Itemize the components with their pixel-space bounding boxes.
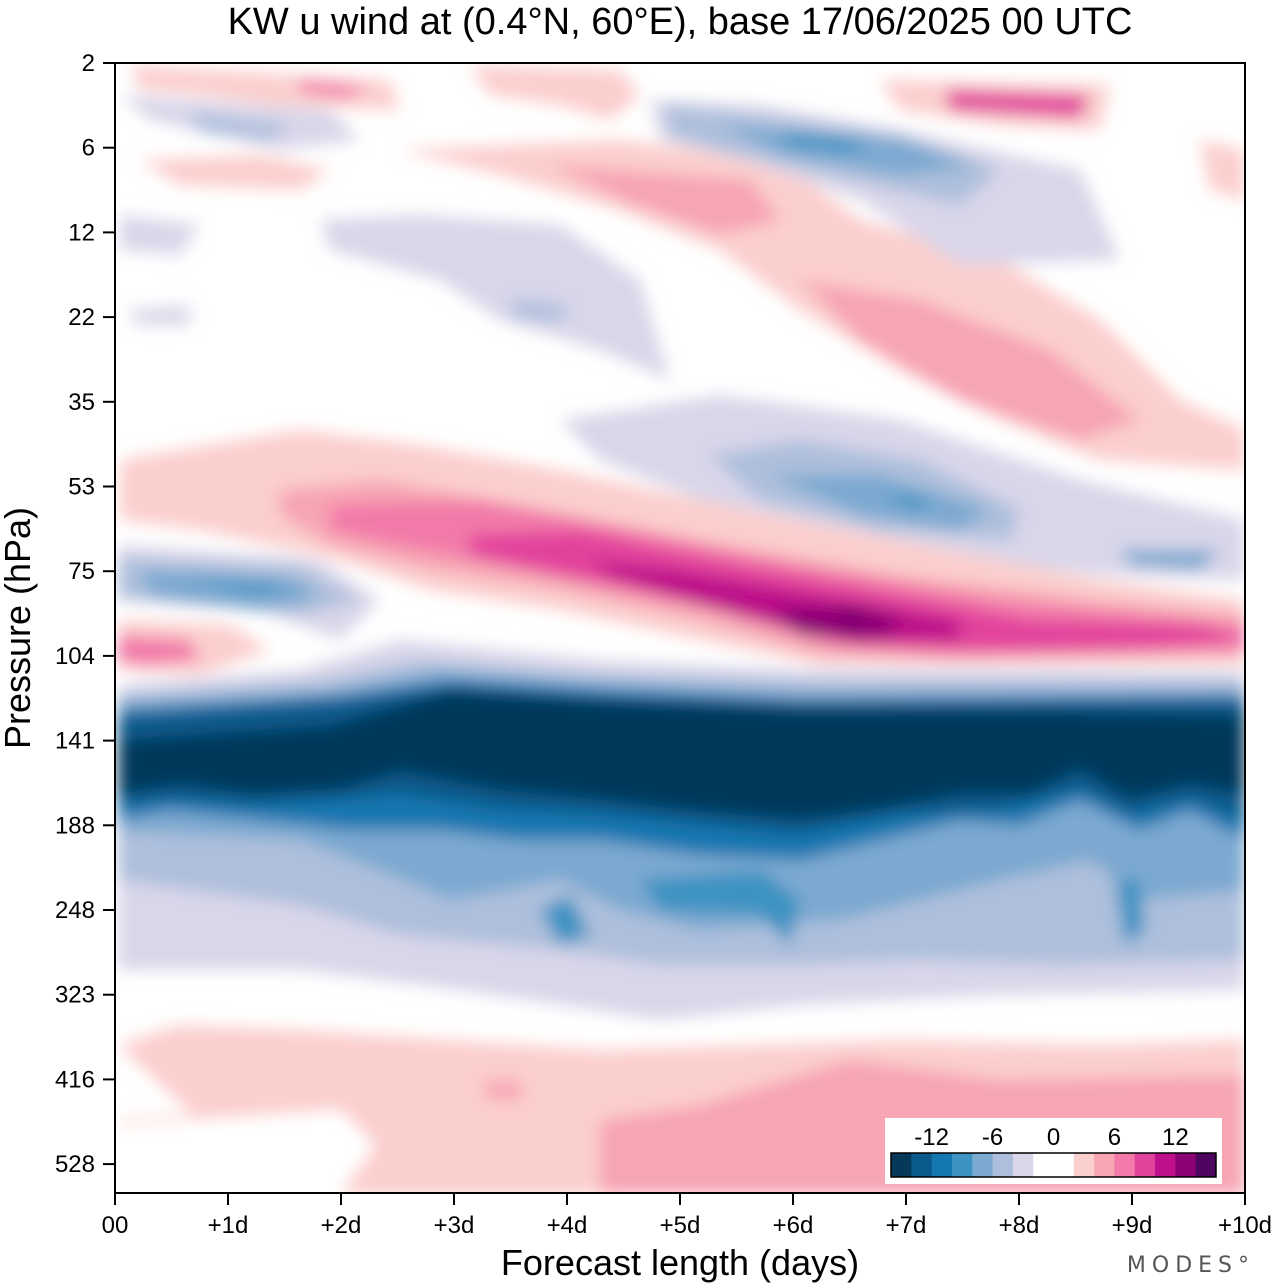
contour-region [800,280,1140,440]
y-tick-label: 6 [82,135,95,162]
colorbar-swatch [1114,1153,1136,1177]
y-tick-label: 2 [82,50,95,77]
colorbar-swatch [1033,1153,1054,1177]
contour-region [120,215,200,255]
x-tick-label: +6d [773,1212,814,1239]
x-tick-label: +9d [1112,1212,1153,1239]
colorbar-frame [890,1152,1217,1178]
colorbar-swatch [1012,1153,1034,1177]
colorbar-swatch [1053,1153,1075,1177]
y-tick-label: 416 [55,1066,95,1093]
colorbar-swatch [951,1153,973,1177]
y-tick-label: 22 [68,304,95,331]
x-axis: 00 +1d +2d +3d +4d +5d +6d +7d +8d +9d +10d [102,1193,1272,1239]
colorbar-label: 6 [1108,1124,1121,1151]
contour-region [140,155,330,190]
y-tick-label: 53 [68,474,95,501]
contour-region [640,870,800,945]
colorbar-swatch [1155,1153,1176,1177]
contour-region [190,112,290,140]
contour-region [945,90,1090,118]
x-tick-label: 00 [102,1212,129,1239]
x-tick-label: +2d [321,1212,362,1239]
colorbar-label: 12 [1162,1124,1189,1151]
contour-region [118,635,200,665]
y-tick-label: 248 [55,897,95,924]
contour-region [170,574,320,592]
x-tick-label: +4d [547,1212,588,1239]
colorbar-label: 0 [1047,1124,1060,1151]
y-tick-label: 141 [55,728,95,755]
contour-region [320,215,670,380]
contour-region [1200,140,1245,200]
y-tick-label: 75 [68,558,95,585]
contour-region [140,570,320,610]
y-tick-label: 528 [55,1151,95,1178]
modes-logo: MODES° [1127,1253,1255,1278]
contour-region [780,130,870,152]
y-tick-label: 12 [68,219,95,246]
contour-field [118,65,1245,1193]
x-axis-label: Forecast length (days) [501,1242,859,1283]
chart-title: KW u wind at (0.4°N, 60°E), base 17/06/2… [228,1,1133,43]
colorbar-label: -6 [982,1124,1003,1151]
x-tick-label: +3d [434,1212,475,1239]
contour-region [300,80,370,98]
contour-region [480,1080,522,1100]
contour-region [550,165,780,235]
colorbar-swatch [1134,1153,1156,1177]
contour-region [770,605,905,638]
contour-region [770,475,990,530]
x-tick-label: +5d [660,1212,701,1239]
y-tick-label: 35 [68,389,95,416]
x-tick-label: +8d [999,1212,1040,1239]
colorbar-label: -12 [914,1124,949,1151]
contour-region [1115,880,1145,945]
colorbar-swatch [992,1153,1014,1177]
y-axis-label: Pressure (hPa) [0,507,38,749]
y-tick-label: 323 [55,982,95,1009]
x-tick-label: +1d [208,1212,249,1239]
y-tick-label: 188 [55,812,95,839]
x-tick-label: +10d [1218,1212,1272,1239]
contour-region [510,300,570,322]
x-tick-label: +7d [886,1212,927,1239]
contour-region [130,65,400,110]
colorbar-swatch [911,1153,933,1177]
contour-region [845,616,855,632]
colorbar-swatch [1175,1153,1197,1177]
contour-region [130,305,190,325]
y-axis: 2 6 12 22 35 53 75 104 141 188 248 323 416 528 [55,50,115,1178]
colorbar-swatch [931,1153,953,1177]
colorbar-legend: -12 -6 0 6 12 [885,1118,1222,1184]
contour-region [118,1110,375,1193]
colorbar-swatch [972,1153,994,1177]
colorbar-swatch [1073,1153,1095,1177]
contour-region [540,895,590,945]
colorbar-swatch [891,1153,912,1177]
y-tick-label: 104 [55,643,95,670]
contour-region [118,690,1245,820]
contour-region [470,65,640,120]
contour-region [470,530,1245,650]
colorbar-swatch [1094,1153,1115,1177]
contour-region [880,495,935,510]
contour-region [1120,550,1220,570]
colorbar-swatch [1195,1153,1217,1177]
